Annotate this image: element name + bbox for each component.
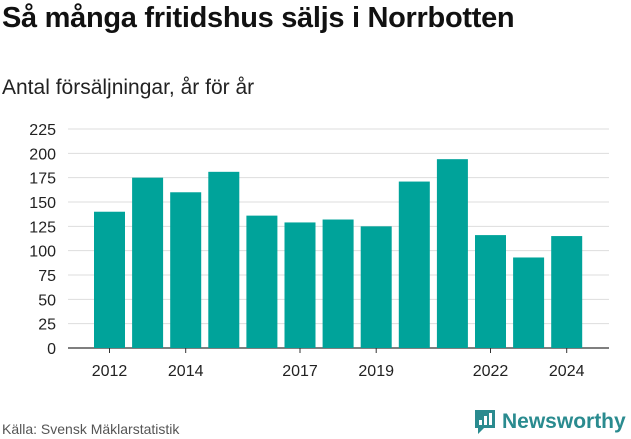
brand-name: Newsworthy [502, 410, 626, 433]
bar-2023 [513, 257, 545, 348]
y-tick-label: 125 [29, 219, 56, 236]
chart-subtitle: Antal försäljningar, år för år [2, 76, 255, 99]
chart-title: Så många fritidshus säljs i Norrbotten [2, 2, 515, 34]
y-tick-label: 25 [38, 317, 56, 334]
y-tick-label: 50 [38, 292, 56, 309]
y-tick-label: 75 [38, 268, 56, 285]
y-tick-label: 225 [29, 122, 56, 139]
y-tick-label: 150 [29, 195, 56, 212]
x-tick-label: 2024 [549, 363, 585, 380]
newsworthy-logo-icon [475, 410, 495, 434]
y-tick-label: 100 [29, 244, 56, 261]
bar-2014 [170, 192, 202, 348]
bar-2016 [246, 215, 278, 348]
bar-2013 [132, 177, 164, 348]
x-axis-ticks: 2012 2014 2017 2019 2022 2024 [92, 348, 585, 380]
brand-logo[interactable]: Newsworthy [474, 408, 626, 436]
y-tick-label: 175 [29, 171, 56, 188]
x-tick-label: 2019 [358, 363, 394, 380]
bar-2017 [284, 222, 316, 348]
bar-2024 [551, 236, 583, 348]
x-tick-label: 2017 [282, 363, 318, 380]
y-tick-label: 0 [47, 341, 56, 358]
source-note: Källa: Svensk Mäklarstatistik [2, 421, 180, 437]
bar-2021 [436, 159, 468, 348]
bar-2019 [360, 226, 392, 348]
y-tick-label: 200 [29, 146, 56, 163]
bar-2012 [94, 211, 125, 348]
bar-2020 [398, 181, 430, 348]
x-tick-label: 2022 [473, 363, 509, 380]
bars [94, 159, 583, 348]
bar-2022 [475, 235, 506, 348]
y-axis-ticks: 0 25 50 75 100 125 150 175 200 225 [29, 122, 56, 358]
bar-2018 [322, 219, 354, 348]
x-tick-label: 2014 [168, 363, 204, 380]
bar-2015 [208, 171, 240, 348]
x-tick-label: 2012 [92, 363, 128, 380]
